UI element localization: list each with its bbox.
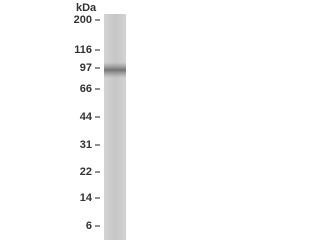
marker-label: 6 [86, 220, 92, 232]
marker-label: 14 [80, 192, 93, 204]
marker-label: 44 [80, 111, 93, 123]
marker-label: 66 [80, 83, 92, 95]
band [104, 62, 126, 78]
marker-label: 97 [80, 62, 92, 74]
marker-label: 200 [74, 14, 92, 26]
marker-label: 31 [80, 139, 92, 151]
unit-label: kDa [76, 2, 97, 14]
marker-label: 116 [74, 44, 92, 56]
western-blot: kDa 200 116 97 66 44 31 22 14 6 [74, 2, 126, 240]
marker-label: 22 [80, 166, 92, 178]
lane [104, 14, 126, 240]
